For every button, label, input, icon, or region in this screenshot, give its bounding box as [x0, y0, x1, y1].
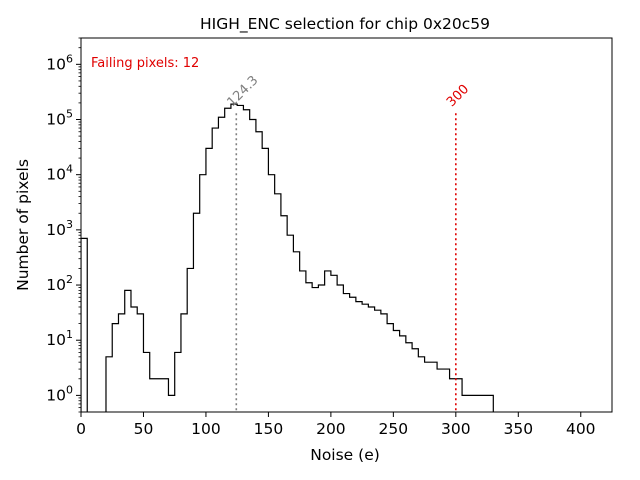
x-tick-label: 150	[254, 420, 284, 438]
x-axis: 0 50 100 150 200 250 300 350 400	[76, 412, 596, 438]
y-tick-label: 103	[46, 218, 73, 239]
x-tick-label: 0	[76, 420, 86, 438]
y-tick-label: 102	[46, 273, 73, 294]
x-tick-label: 350	[503, 420, 533, 438]
threshold-label-1: 300	[444, 82, 472, 110]
x-tick-label: 50	[134, 420, 154, 438]
histogram-steps	[81, 103, 494, 412]
y-tick-label: 105	[46, 108, 73, 129]
plot-area	[81, 103, 494, 412]
x-tick-label: 250	[379, 420, 409, 438]
y-tick-label: 106	[46, 52, 73, 73]
y-axis: 100 101 102 103 104 105 106	[46, 37, 81, 413]
y-tick-label: 100	[46, 383, 73, 404]
x-tick-label: 300	[441, 420, 471, 438]
failing-pixels-annotation: Failing pixels: 12	[91, 56, 199, 71]
y-axis-label: Number of pixels	[14, 159, 32, 291]
x-tick-label: 100	[191, 420, 221, 438]
x-axis-label: Noise (e)	[310, 446, 380, 464]
threshold-label-0: 124.3	[225, 73, 262, 110]
x-tick-label: 200	[316, 420, 346, 438]
x-tick-label: 400	[566, 420, 596, 438]
plot-frame	[80, 37, 613, 413]
y-tick-label: 104	[46, 163, 73, 184]
y-tick-label: 101	[46, 328, 73, 349]
chart-title: HIGH_ENC selection for chip 0x20c59	[200, 15, 490, 34]
